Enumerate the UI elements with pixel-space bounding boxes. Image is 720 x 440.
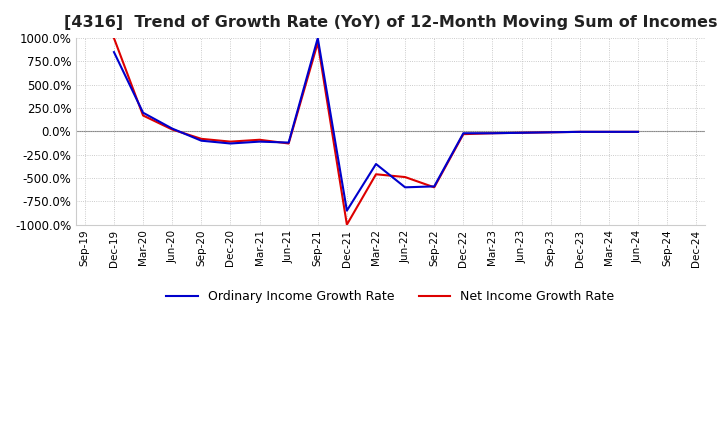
Net Income Growth Rate bbox=[546, 130, 555, 135]
Ordinary Income Growth Rate bbox=[430, 184, 438, 189]
Ordinary Income Growth Rate bbox=[139, 110, 148, 115]
Net Income Growth Rate bbox=[401, 174, 410, 180]
Net Income Growth Rate bbox=[459, 132, 468, 137]
Ordinary Income Growth Rate bbox=[197, 138, 206, 143]
Ordinary Income Growth Rate bbox=[109, 49, 118, 55]
Ordinary Income Growth Rate bbox=[605, 129, 613, 135]
Ordinary Income Growth Rate bbox=[459, 131, 468, 136]
Ordinary Income Growth Rate bbox=[546, 130, 555, 135]
Line: Net Income Growth Rate: Net Income Growth Rate bbox=[114, 38, 638, 225]
Line: Ordinary Income Growth Rate: Ordinary Income Growth Rate bbox=[114, 38, 638, 211]
Ordinary Income Growth Rate bbox=[284, 140, 293, 145]
Net Income Growth Rate bbox=[168, 127, 176, 132]
Ordinary Income Growth Rate bbox=[634, 129, 642, 135]
Net Income Growth Rate bbox=[255, 137, 264, 143]
Ordinary Income Growth Rate bbox=[255, 139, 264, 144]
Net Income Growth Rate bbox=[372, 172, 380, 177]
Legend: Ordinary Income Growth Rate, Net Income Growth Rate: Ordinary Income Growth Rate, Net Income … bbox=[161, 285, 620, 308]
Net Income Growth Rate bbox=[313, 40, 322, 45]
Net Income Growth Rate bbox=[139, 113, 148, 118]
Net Income Growth Rate bbox=[634, 129, 642, 135]
Net Income Growth Rate bbox=[226, 139, 235, 144]
Net Income Growth Rate bbox=[109, 36, 118, 41]
Net Income Growth Rate bbox=[197, 136, 206, 142]
Net Income Growth Rate bbox=[575, 129, 584, 135]
Net Income Growth Rate bbox=[284, 141, 293, 146]
Net Income Growth Rate bbox=[343, 222, 351, 227]
Title: [4316]  Trend of Growth Rate (YoY) of 12-Month Moving Sum of Incomes: [4316] Trend of Growth Rate (YoY) of 12-… bbox=[64, 15, 717, 30]
Net Income Growth Rate bbox=[605, 129, 613, 135]
Net Income Growth Rate bbox=[430, 185, 438, 190]
Ordinary Income Growth Rate bbox=[401, 185, 410, 190]
Ordinary Income Growth Rate bbox=[575, 129, 584, 135]
Ordinary Income Growth Rate bbox=[313, 36, 322, 41]
Ordinary Income Growth Rate bbox=[343, 208, 351, 213]
Net Income Growth Rate bbox=[517, 130, 526, 136]
Ordinary Income Growth Rate bbox=[372, 161, 380, 167]
Ordinary Income Growth Rate bbox=[517, 130, 526, 136]
Net Income Growth Rate bbox=[488, 131, 497, 136]
Ordinary Income Growth Rate bbox=[488, 131, 497, 136]
Ordinary Income Growth Rate bbox=[168, 126, 176, 131]
Ordinary Income Growth Rate bbox=[226, 141, 235, 146]
